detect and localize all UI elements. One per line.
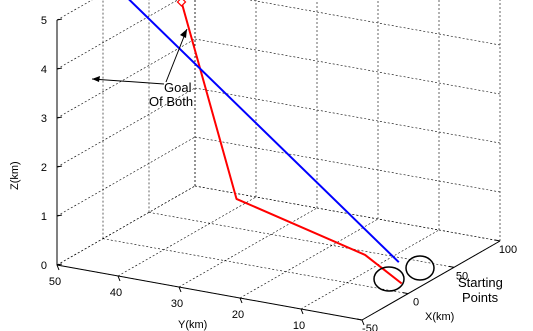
wall-grid-line-z — [194, 136, 501, 193]
x-tick-mark — [494, 239, 501, 242]
x-tick-label: 100 — [499, 244, 517, 256]
x-tick-label: 50 — [456, 270, 468, 282]
x-tick-mark — [402, 292, 409, 295]
z-tick-label: 3 — [41, 113, 47, 125]
y-axis-line — [56, 264, 363, 321]
starting-annotation-line2: Points — [462, 290, 499, 305]
axis-box — [56, 18, 501, 326]
floor-grid-line-y — [56, 185, 196, 266]
x-tick-label: -50 — [362, 323, 378, 331]
y-tick-label: 50 — [49, 276, 61, 288]
floor-grid-line-y — [239, 218, 379, 299]
goal-markers — [176, 0, 187, 7]
x-tick-label: 0 — [413, 297, 419, 309]
x-axis-line — [361, 240, 501, 321]
x-tick-mark — [448, 265, 455, 268]
wall-grid-line-z — [56, 136, 196, 217]
y-tick-mark — [178, 286, 182, 293]
y-tick-mark — [361, 319, 365, 326]
tick-labels: -5005010001020304050012345 — [41, 15, 517, 331]
y-tick-mark — [300, 308, 304, 315]
z-tick-label: 2 — [41, 162, 47, 174]
wall-grid-line-z — [56, 0, 179, 70]
y-tick-label: 20 — [232, 309, 244, 321]
wall-grid-line-z — [56, 87, 196, 168]
z-tick-mark — [56, 165, 63, 168]
z-tick-label: 4 — [41, 64, 47, 76]
z-tick-mark — [56, 263, 63, 266]
floor-grid-line-x — [102, 238, 409, 294]
x-tick-mark — [356, 318, 363, 321]
z-axis-label: Z(km) — [9, 161, 21, 190]
data-series — [128, 0, 403, 285]
y-tick-label: 30 — [171, 298, 183, 310]
z-tick-label: 0 — [41, 260, 47, 272]
y-tick-mark — [56, 264, 60, 271]
goal-annotation-line2: Of Both — [149, 94, 193, 109]
floor-grid-line-y — [117, 196, 257, 277]
wall-grid-line-z — [248, 0, 501, 46]
goal-annotation-line1: Goal — [164, 80, 192, 95]
y-tick-label: 40 — [110, 287, 122, 299]
y-axis-label: Y(km) — [178, 319, 207, 331]
y-tick-label: 10 — [293, 320, 305, 331]
start-circle-blue — [405, 255, 435, 281]
z-tick-mark — [56, 18, 63, 21]
x-axis-label: X(km) — [425, 311, 454, 323]
starting-annotation-line1: Starting — [458, 275, 503, 290]
arrowhead-icon — [92, 76, 100, 82]
start-circle-red — [373, 266, 405, 292]
z-tick-mark — [56, 67, 63, 70]
floor-grid-line-y — [178, 207, 318, 288]
trajectory-series-0 — [180, 1, 403, 285]
starting-points-annotation: Starting Points — [373, 255, 503, 305]
floor-grid-line-x — [148, 212, 455, 268]
arrowhead-icon — [180, 29, 187, 38]
wall-grid-line-z — [56, 38, 196, 119]
z-tick-label: 1 — [41, 211, 47, 223]
wall-grid-line-z — [56, 0, 93, 21]
y-tick-mark — [239, 297, 243, 304]
z-tick-mark — [56, 214, 63, 217]
goal-annotation: Goal Of Both — [91, 28, 193, 109]
z-tick-mark — [56, 116, 63, 119]
wall-grid-line-z — [56, 185, 196, 266]
wall-grid-line-z — [194, 87, 501, 144]
y-tick-mark — [117, 275, 121, 282]
goal-diamond-marker-0 — [176, 0, 187, 7]
z-tick-label: 5 — [41, 15, 47, 27]
wall-grid-line-z — [194, 38, 501, 95]
trajectory-series-1 — [128, 0, 400, 263]
floor-grid-line-y — [300, 229, 440, 310]
